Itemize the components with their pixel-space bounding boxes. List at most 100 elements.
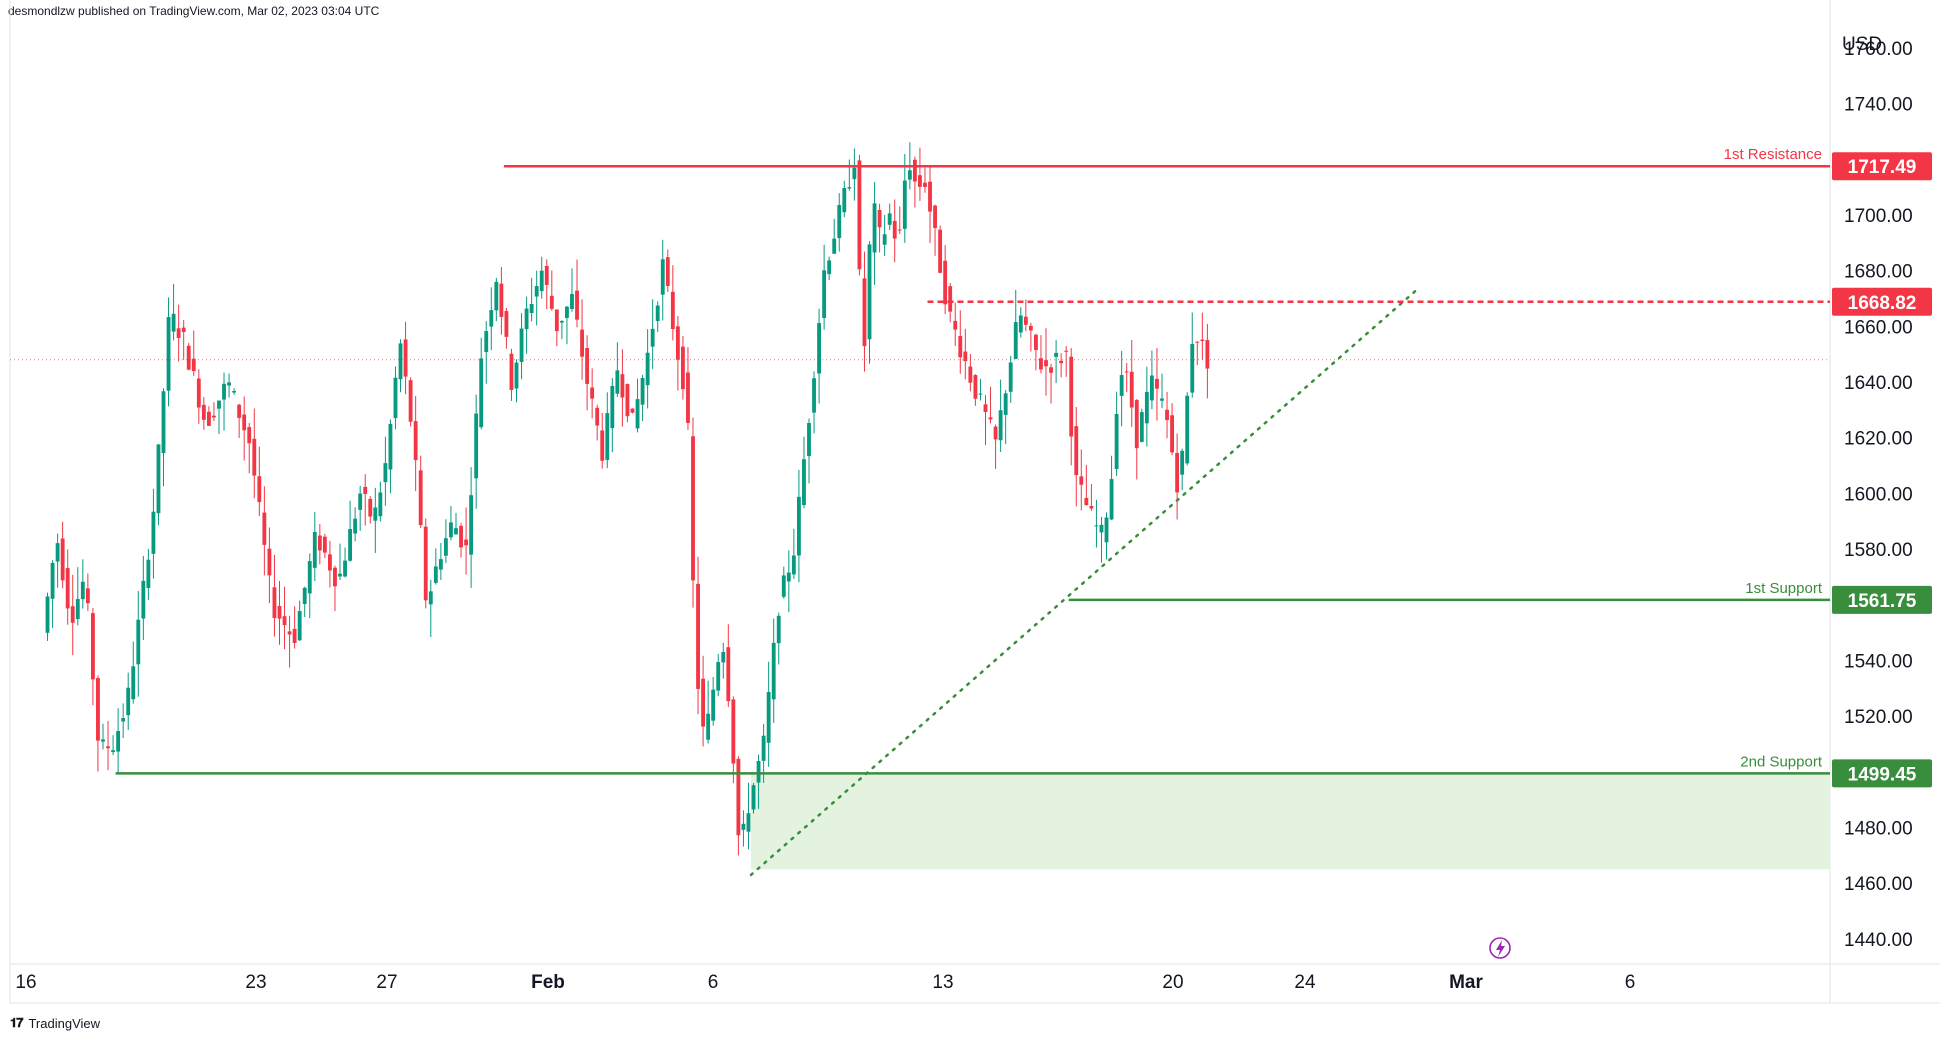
candle: [312, 511, 317, 582]
candle-body: [559, 321, 564, 323]
candle-body: [933, 205, 937, 228]
candle: [887, 203, 892, 230]
candle-body: [963, 351, 968, 362]
candle-body: [1109, 479, 1114, 520]
candle: [438, 542, 443, 580]
candle: [1039, 335, 1043, 374]
candle-body: [1180, 450, 1185, 475]
candle-body: [1039, 358, 1043, 370]
candle: [353, 507, 358, 542]
candle: [1180, 448, 1185, 491]
candle-body: [882, 234, 887, 245]
candle: [383, 436, 388, 506]
candle: [943, 245, 948, 315]
candle-body: [660, 259, 665, 295]
level-label: 2nd Support: [1740, 753, 1823, 770]
candle-body: [741, 823, 746, 830]
price-tick-label: 1740.00: [1844, 95, 1913, 116]
candle: [106, 720, 110, 771]
candle: [433, 548, 438, 585]
time-tick-label: Feb: [531, 972, 565, 993]
candle: [1059, 353, 1064, 378]
currency-label: USD: [1842, 34, 1882, 55]
candle: [897, 206, 902, 235]
candle: [519, 313, 524, 380]
candle-body: [731, 699, 736, 764]
candle: [993, 424, 998, 469]
candle-body: [857, 160, 862, 270]
candle: [1114, 391, 1119, 476]
candle: [751, 783, 756, 814]
price-tag-box: [1832, 287, 1932, 316]
candle-body: [474, 413, 479, 479]
candle-body: [353, 518, 358, 534]
candle-body: [363, 486, 368, 495]
candle-body: [277, 606, 282, 619]
support-zone: [751, 773, 1830, 870]
candle: [1185, 392, 1190, 466]
candle-body: [1165, 409, 1169, 420]
candle-body: [691, 436, 695, 581]
candle: [65, 549, 70, 625]
candle-body: [358, 493, 363, 510]
candle: [827, 256, 832, 281]
footer-brand: TradingView: [28, 1015, 101, 1031]
candle-body: [620, 374, 625, 398]
candle-body: [1195, 341, 1200, 343]
candle: [494, 277, 499, 322]
candle: [393, 366, 398, 430]
candle: [524, 296, 529, 354]
candle: [978, 378, 983, 401]
candle: [771, 618, 776, 723]
candle-body: [302, 587, 307, 605]
level-label: 1st Resistance: [1724, 146, 1822, 163]
tradingview-logo-icon: 𝟏𝟕: [10, 1015, 24, 1030]
candle: [655, 301, 660, 332]
candle: [998, 379, 1003, 452]
candle-body: [1205, 340, 1210, 369]
candle-body: [297, 611, 302, 641]
candle-body: [600, 430, 605, 461]
candle: [645, 329, 650, 409]
candle-body: [80, 581, 85, 600]
candle-body: [70, 606, 75, 623]
candle: [1200, 312, 1205, 360]
candle-body: [681, 346, 685, 390]
candle: [1003, 389, 1008, 445]
price-tag: 1668.82: [1832, 287, 1932, 316]
time-tick-label: 6: [1625, 972, 1636, 993]
candle: [958, 310, 963, 374]
candle: [1008, 355, 1013, 403]
candle-body: [393, 377, 398, 419]
candle-body: [449, 522, 453, 538]
candle: [882, 214, 887, 257]
candle: [237, 403, 242, 438]
candle: [252, 408, 257, 499]
candle: [70, 574, 75, 656]
candle-body: [312, 531, 317, 568]
candle: [1089, 483, 1094, 512]
plot-area: 1st Resistance 1st Support 2nd Support: [9, 0, 1940, 1004]
candle-body: [892, 220, 897, 239]
candle: [292, 606, 297, 649]
price-tick-label: 1540.00: [1844, 651, 1913, 672]
candle: [1018, 307, 1023, 338]
candle: [953, 302, 958, 346]
candle: [529, 277, 534, 322]
candle: [464, 507, 468, 575]
candle-body: [307, 561, 312, 594]
candle-body: [186, 345, 191, 370]
candle-body: [786, 572, 791, 582]
candle-body: [121, 718, 126, 722]
candle: [111, 735, 115, 756]
candle: [161, 388, 166, 487]
candle: [408, 377, 413, 427]
candle: [151, 488, 156, 579]
candle-body: [383, 463, 388, 483]
candle: [1074, 407, 1079, 507]
candle: [55, 533, 60, 588]
time-tick-label: 27: [376, 972, 397, 993]
candle: [333, 565, 337, 612]
candle-body: [1099, 524, 1104, 533]
